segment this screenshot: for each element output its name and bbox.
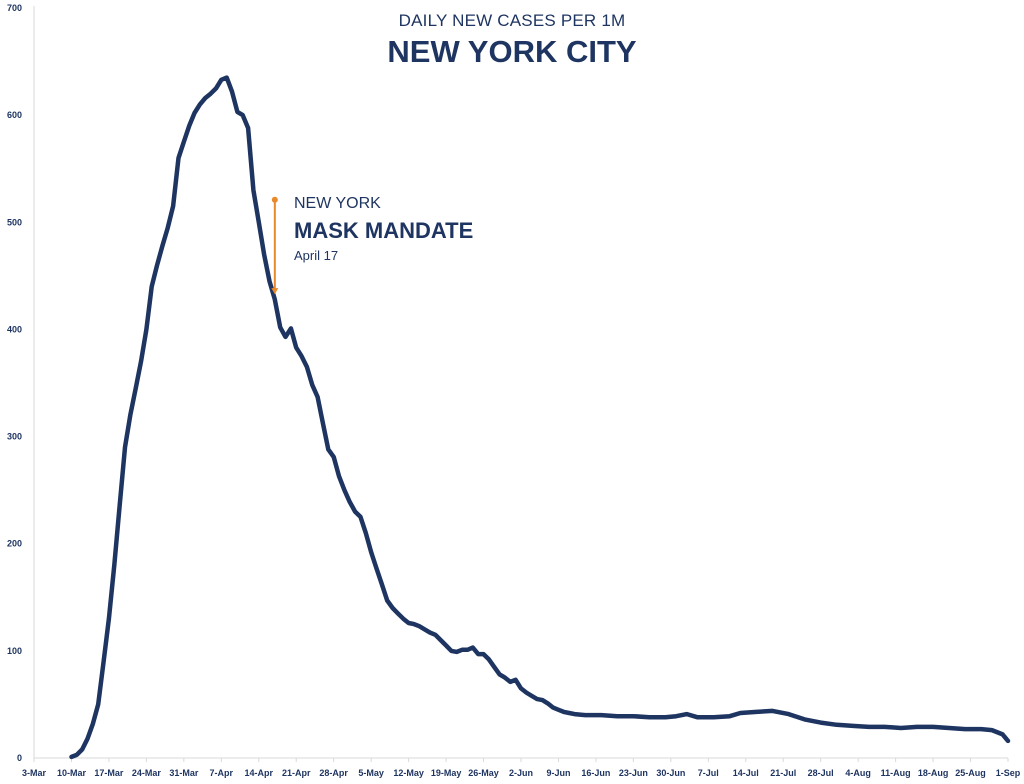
x-tick-label: 18-Aug: [918, 768, 949, 778]
x-tick-label: 26-May: [468, 768, 499, 778]
x-tick-label: 31-Mar: [169, 768, 199, 778]
x-tick-label: 5-May: [358, 768, 384, 778]
x-tick-label: 23-Jun: [619, 768, 648, 778]
x-tick-label: 30-Jun: [656, 768, 685, 778]
annotation-label-region: NEW YORK: [294, 195, 381, 212]
chart-subtitle: DAILY NEW CASES PER 1M: [398, 11, 626, 30]
x-tick-label: 14-Apr: [245, 768, 274, 778]
x-tick-label: 28-Apr: [319, 768, 348, 778]
x-tick-label: 21-Jul: [770, 768, 796, 778]
x-tick-label: 11-Aug: [881, 768, 911, 778]
annotation-label-date: April 17: [294, 248, 339, 263]
y-tick-label: 200: [7, 539, 22, 549]
y-tick-label: 0: [17, 753, 22, 763]
x-tick-label: 24-Mar: [132, 768, 162, 778]
y-axis: 0 100 200 300 400 500 600 700: [7, 3, 35, 763]
x-tick-label: 19-May: [431, 768, 462, 778]
y-tick-label: 100: [7, 646, 22, 656]
y-tick-label: 700: [7, 3, 22, 13]
x-tick-label: 9-Jun: [546, 768, 570, 778]
series-layer: [69, 75, 1011, 760]
series-line: [69, 75, 1011, 760]
x-tick-label: 12-May: [393, 768, 424, 778]
x-tick-label: 16-Jun: [581, 768, 610, 778]
x-tick-label: 7-Apr: [210, 768, 234, 778]
x-tick-label: 3-Mar: [22, 768, 47, 778]
annotation-layer: [271, 196, 279, 295]
annotation-arrow-head: [271, 288, 279, 295]
x-tick-label: 4-Aug: [845, 768, 871, 778]
x-tick-label: 1-Sep: [996, 768, 1021, 778]
x-axis: 3-Mar 10-Mar 17-Mar 24-Mar 31-Mar 7-Apr 14-Apr…: [22, 757, 1021, 778]
x-tick-label: 21-Apr: [282, 768, 311, 778]
x-tick-label: 2-Jun: [509, 768, 533, 778]
y-tick-label: 500: [7, 217, 22, 227]
annotation-arrow-dot: [271, 196, 278, 203]
x-tick-label: 7-Jul: [698, 768, 719, 778]
x-tick-label: 14-Jul: [733, 768, 759, 778]
y-tick-label: 300: [7, 432, 22, 442]
y-tick-label: 400: [7, 324, 22, 334]
x-tick-label: 28-Jul: [808, 768, 834, 778]
chart-title: NEW YORK CITY: [387, 34, 637, 69]
y-tick-label: 600: [7, 110, 22, 120]
x-tick-label: 10-Mar: [57, 768, 87, 778]
x-tick-label: 17-Mar: [94, 768, 124, 778]
x-tick-label: 25-Aug: [955, 768, 986, 778]
annotation-label-title: MASK MANDATE: [294, 218, 474, 243]
